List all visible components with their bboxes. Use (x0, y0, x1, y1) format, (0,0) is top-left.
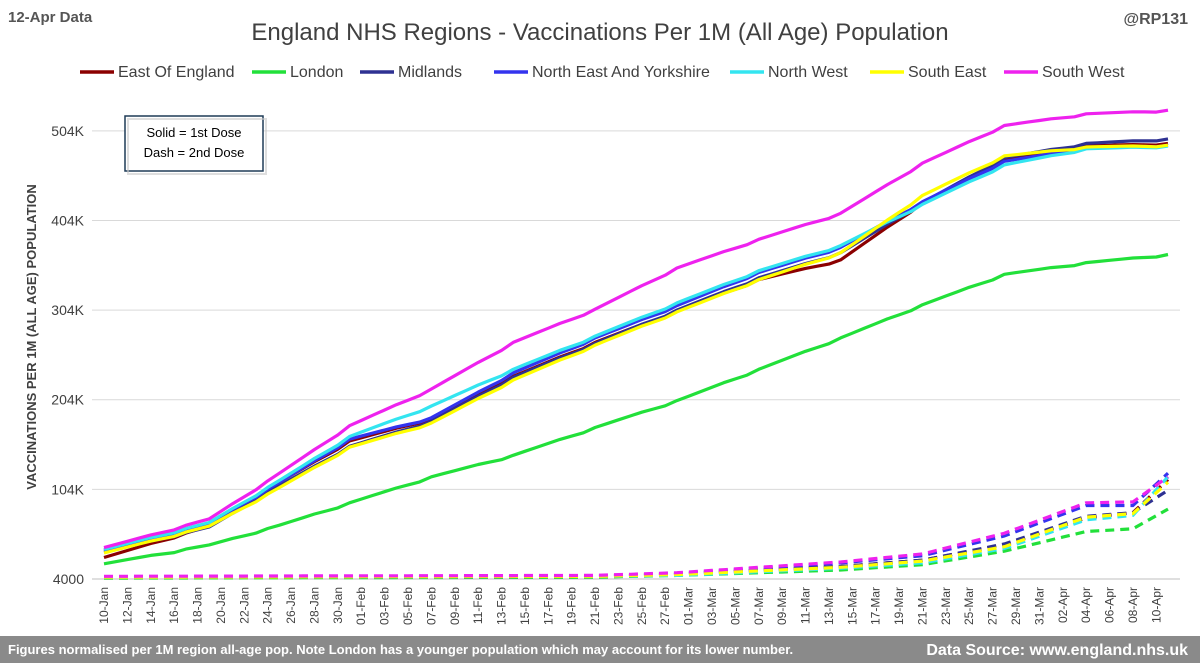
x-tick-label: 25-Feb (635, 587, 649, 625)
legend: East Of England London Midlands North East … (80, 64, 1125, 81)
x-tick-label: 24-Jan (261, 587, 275, 624)
legend-label: North East And Yorkshire (532, 64, 710, 81)
x-tick-label: 13-Mar (822, 587, 836, 625)
x-tick-label: 05-Feb (401, 587, 415, 625)
dose1-line (103, 108, 1169, 550)
x-tick-label: 03-Feb (378, 587, 392, 625)
x-tick-label: 02-Apr (1056, 587, 1070, 623)
dose1-line (103, 252, 1169, 566)
x-tick-label: 25-Mar (962, 587, 976, 625)
x-tick-label: 01-Mar (682, 587, 696, 625)
x-tick-label: 18-Jan (191, 587, 205, 624)
x-tick-label: 31-Mar (1032, 587, 1046, 625)
note-line-1: Solid = 1st Dose (146, 125, 241, 140)
x-tick-label: 01-Feb (354, 587, 368, 625)
x-tick-label: 07-Mar (752, 587, 766, 625)
y-axis-ticks: 4000 104K 204K 304K 404K 504K (51, 123, 84, 587)
y-tick-label: 304K (51, 302, 84, 318)
x-tick-label: 23-Mar (939, 587, 953, 625)
author-handle: @RP131 (1123, 11, 1188, 28)
y-tick-label: 504K (51, 123, 84, 139)
x-tick-label: 21-Mar (915, 587, 929, 625)
x-tick-label: 28-Jan (307, 587, 321, 624)
dose2-line (104, 475, 1169, 578)
note-box (124, 115, 264, 172)
x-tick-label: 07-Feb (424, 587, 438, 625)
x-tick-label: 12-Jan (120, 587, 134, 624)
legend-label: Midlands (398, 64, 462, 81)
x-tick-label: 16-Jan (167, 587, 181, 624)
plot-area (90, 95, 1180, 579)
legend-label: South West (1042, 64, 1125, 81)
x-tick-label: 15-Mar (845, 587, 859, 625)
x-tick-label: 19-Feb (565, 587, 579, 625)
x-tick-label: 23-Feb (611, 587, 625, 625)
dose1-line (103, 144, 1169, 551)
x-tick-label: 30-Jan (331, 587, 345, 624)
x-tick-label: 09-Mar (775, 587, 789, 625)
x-tick-label: 26-Jan (284, 587, 298, 624)
x-tick-label: 29-Mar (1009, 587, 1023, 625)
chart-title: England NHS Regions - Vaccinations Per 1… (251, 19, 948, 46)
x-tick-label: 19-Mar (892, 587, 906, 625)
legend-label: London (290, 64, 343, 81)
x-tick-label: 03-Mar (705, 587, 719, 625)
y-tick-label: 4000 (53, 571, 84, 587)
series-lines (103, 108, 1170, 580)
data-source: Data Source: www.england.nhs.uk (926, 642, 1188, 659)
dose1-line (103, 143, 1169, 555)
note-line-2: Dash = 2nd Dose (144, 145, 245, 160)
legend-label: South East (908, 64, 987, 81)
x-tick-label: 10-Apr (1149, 587, 1163, 623)
note-shadow (127, 118, 267, 175)
x-tick-label: 21-Feb (588, 587, 602, 625)
footer-note: Figures normalised per 1M region all-age… (8, 642, 793, 657)
x-tick-label: 04-Apr (1079, 587, 1093, 623)
x-tick-label: 15-Feb (518, 587, 532, 625)
x-tick-label: 11-Feb (471, 587, 485, 624)
legend-label: North West (768, 64, 848, 81)
x-axis-ticks: 10-Jan 12-Jan 14-Jan 16-Jan 18-Jan 20-Jan 22-J… (97, 587, 1163, 625)
x-tick-label: 10-Jan (97, 587, 111, 624)
x-tick-label: 09-Feb (448, 587, 462, 625)
y-tick-label: 404K (51, 212, 84, 228)
x-tick-label: 06-Apr (1103, 587, 1117, 623)
corner-label: 12-Apr Data (8, 9, 93, 26)
x-tick-label: 08-Apr (1126, 587, 1140, 623)
y-axis-label: VACCINATIONS PER 1M (ALL AGE) POPULATION (24, 184, 39, 490)
x-tick-label: 27-Feb (658, 587, 672, 625)
x-tick-label: 17-Feb (541, 587, 555, 625)
x-tick-label: 22-Jan (237, 587, 251, 624)
dose-style-note: Solid = 1st Dose Dash = 2nd Dose (124, 115, 267, 175)
x-tick-label: 13-Feb (495, 587, 509, 625)
legend-label: East Of England (118, 64, 235, 81)
x-tick-label: 14-Jan (144, 587, 158, 624)
series-6 (103, 108, 1169, 578)
y-tick-label: 204K (51, 392, 84, 408)
x-tick-label: 05-Mar (728, 587, 742, 625)
x-tick-label: 17-Mar (869, 587, 883, 625)
y-tick-label: 104K (51, 481, 84, 497)
x-tick-label: 11-Mar (799, 587, 813, 624)
footer-bar (0, 636, 1200, 663)
x-tick-label: 20-Jan (214, 587, 228, 624)
x-tick-label: 27-Mar (986, 587, 1000, 625)
